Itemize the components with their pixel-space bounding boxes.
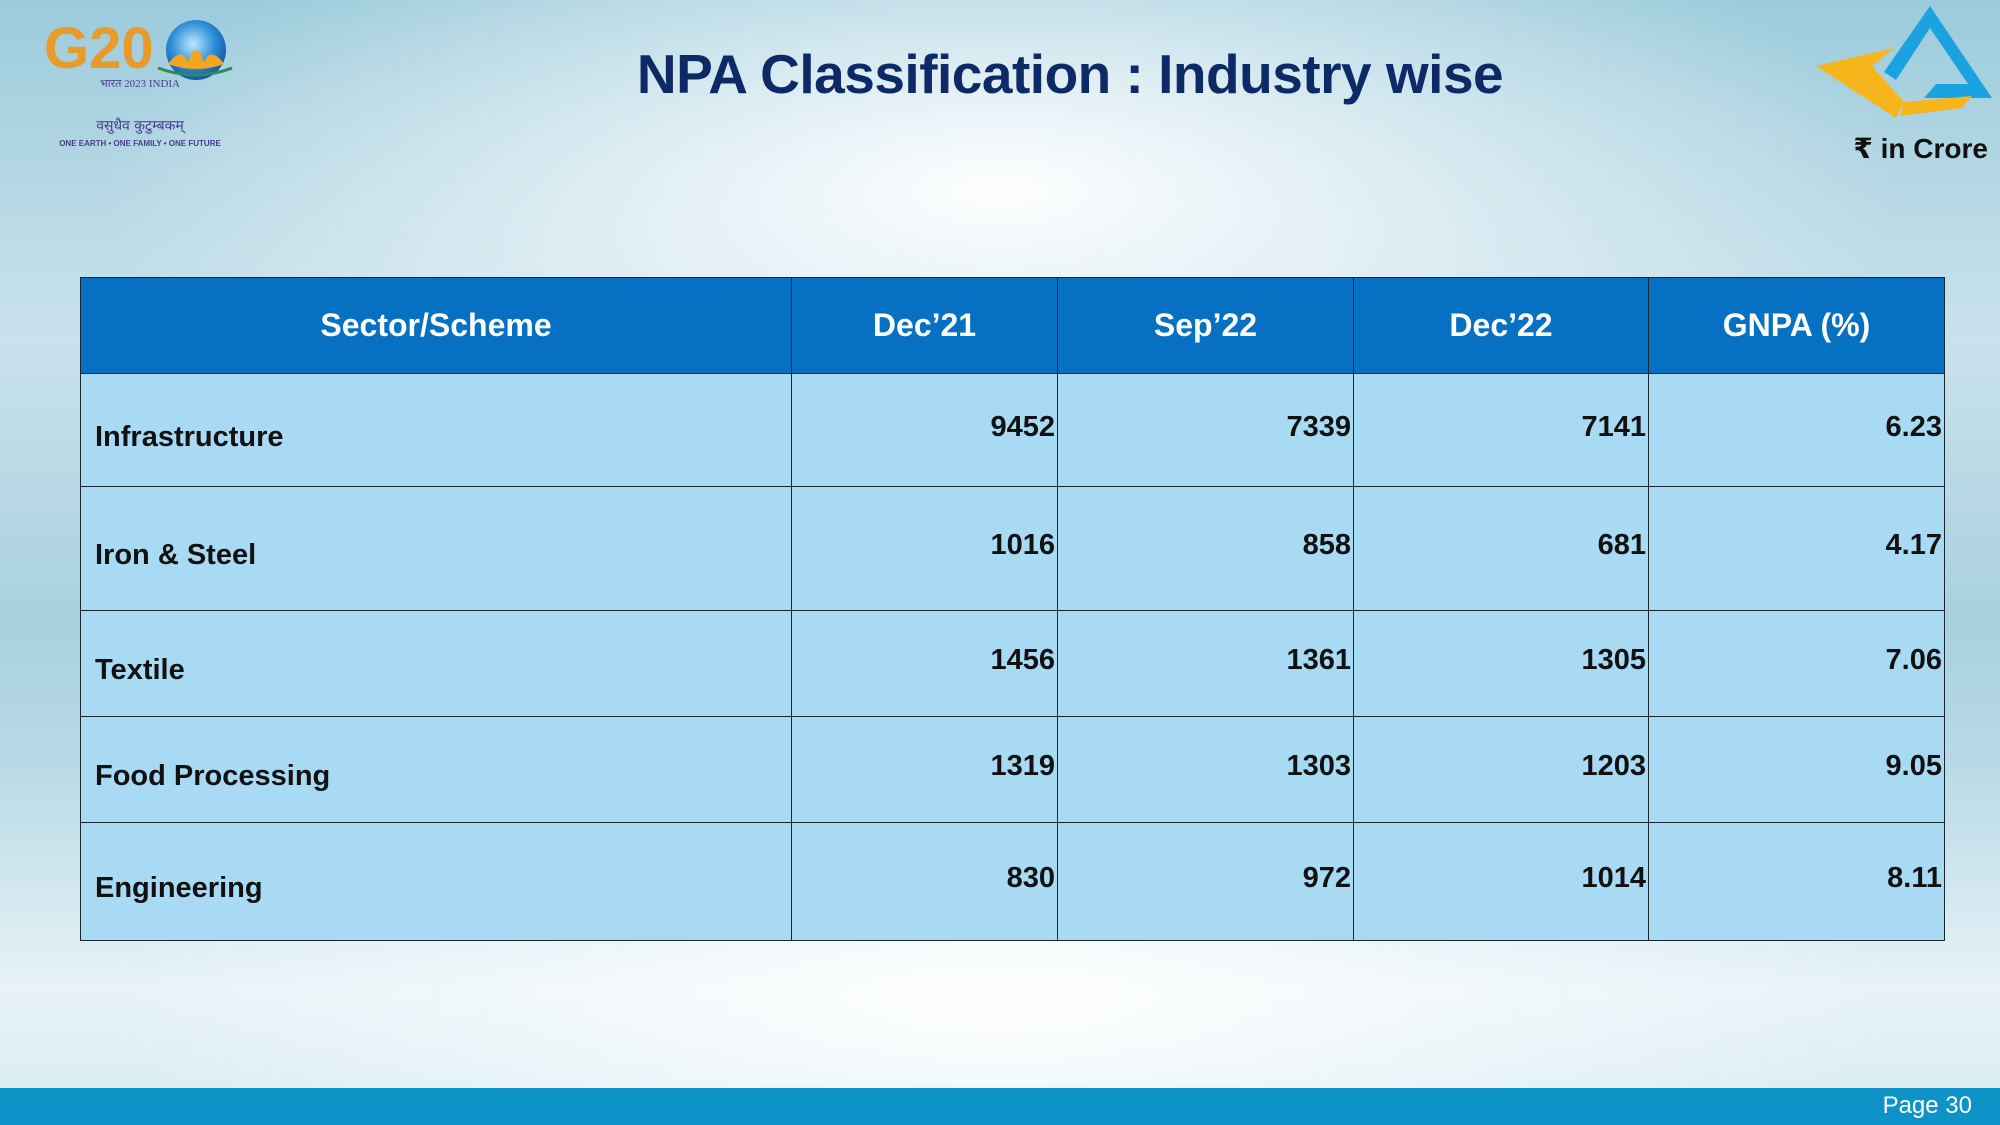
dec21-cell: 1319 [791,716,1058,823]
g20-logo-subtitle: भारत 2023 INDIA [100,78,180,90]
table-row: Food Processing 1319 1303 1203 9.05 [80,716,1945,823]
dec22-cell: 7141 [1353,373,1649,487]
dec22-cell: 681 [1353,486,1649,611]
sector-cell: Infrastructure [80,373,792,487]
gnpa-cell: 6.23 [1648,373,1945,487]
table-row: Engineering 830 972 1014 8.11 [80,822,1945,941]
sep22-cell: 7339 [1057,373,1354,487]
table-row: Textile 1456 1361 1305 7.06 [80,610,1945,717]
page-title: NPA Classification : Industry wise [636,43,1504,105]
sector-cell: Engineering [80,822,792,941]
npa-industry-table: Sector/Scheme Dec’21 Sep’22 Dec’22 GNPA … [80,277,1945,941]
triangle-arrow-logo-icon [1816,6,1992,118]
sector-cell: Food Processing [80,716,792,823]
dec22-cell: 1014 [1353,822,1649,941]
unit-note: ₹ in Crore [1853,133,1988,164]
page-number: Page 30 [1882,1092,1972,1119]
gnpa-cell: 7.06 [1648,610,1945,717]
sector-cell: Textile [80,610,792,717]
column-header-sep22: Sep’22 [1057,277,1354,374]
dec22-cell: 1305 [1353,610,1649,717]
g20-logo-motto-english: ONE EARTH • ONE FAMILY • ONE FUTURE [59,139,221,148]
dec21-cell: 1456 [791,610,1058,717]
gnpa-cell: 4.17 [1648,486,1945,611]
sep22-cell: 1361 [1057,610,1354,717]
dec22-cell: 1203 [1353,716,1649,823]
g20-logo: G20 भारत 2023 INDIA वसुधैव कुटुम्बकम् ON… [44,16,233,148]
dec21-cell: 830 [791,822,1058,941]
g20-logo-motto-hindi: वसुधैव कुटुम्बकम् [96,117,186,134]
gnpa-cell: 8.11 [1648,822,1945,941]
g20-logo-text: G20 [44,16,154,81]
dec21-cell: 9452 [791,373,1058,487]
sep22-cell: 972 [1057,822,1354,941]
sector-cell: Iron & Steel [80,486,792,611]
table-row: Iron & Steel 1016 858 681 4.17 [80,486,1945,611]
sep22-cell: 858 [1057,486,1354,611]
table-header-row: Sector/Scheme Dec’21 Sep’22 Dec’22 GNPA … [80,277,1945,374]
column-header-gnpa: GNPA (%) [1648,277,1945,374]
sep22-cell: 1303 [1057,716,1354,823]
table-row: Infrastructure 9452 7339 7141 6.23 [80,373,1945,487]
column-header-sector: Sector/Scheme [80,277,792,374]
column-header-dec21: Dec’21 [791,277,1058,374]
gnpa-cell: 9.05 [1648,716,1945,823]
dec21-cell: 1016 [791,486,1058,611]
footer-bar: Page 30 [0,1088,2000,1125]
column-header-dec22: Dec’22 [1353,277,1649,374]
